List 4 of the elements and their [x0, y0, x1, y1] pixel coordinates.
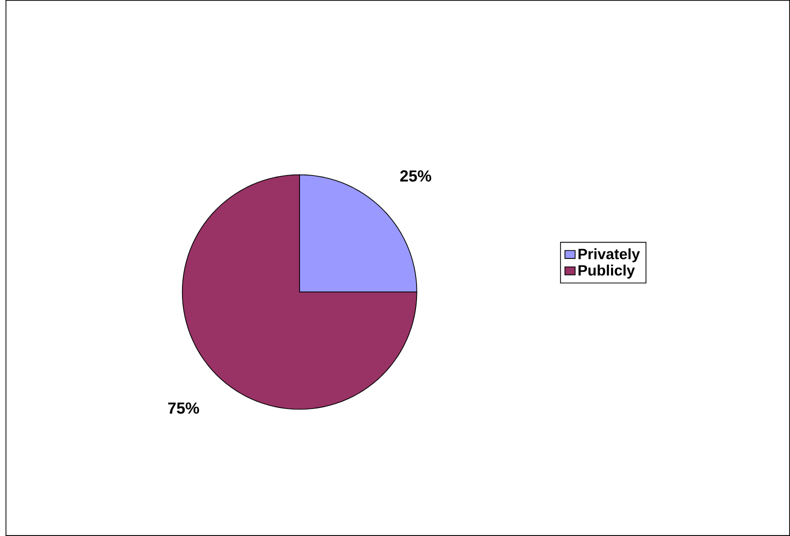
legend-label: Privately: [578, 248, 640, 262]
legend-label: Publicly: [578, 264, 635, 279]
data-label: 25%: [400, 170, 432, 182]
data-label: 75%: [168, 402, 200, 414]
